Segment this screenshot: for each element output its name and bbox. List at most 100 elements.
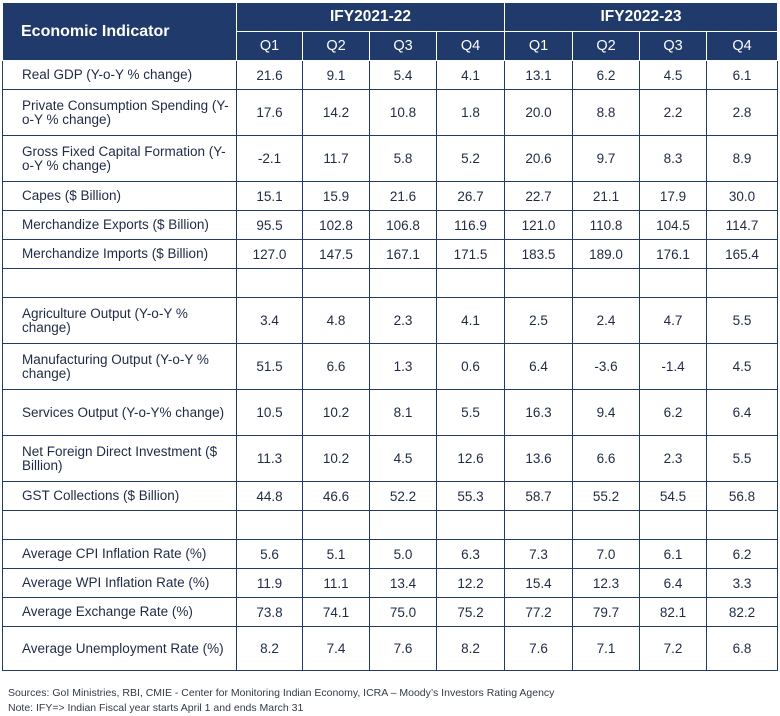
value-cell: 176.1	[639, 239, 707, 269]
quarter-header: Q3	[369, 31, 437, 61]
indicator-label: Net Foreign Direct Investment ($ Billion…	[2, 435, 237, 482]
value-cell: 167.1	[369, 239, 437, 269]
value-cell: 106.8	[369, 210, 437, 240]
value-cell: 11.7	[302, 135, 370, 182]
table-row: Manufacturing Output (Y-o-Y % change) 51.…	[2, 343, 778, 390]
value-cell: 5.8	[369, 135, 437, 182]
value-cell: 22.7	[504, 181, 573, 211]
empty-cell	[436, 510, 505, 540]
value-cell: 5.5	[706, 297, 778, 344]
value-cell: 82.1	[639, 597, 707, 627]
value-cell: 10.2	[302, 389, 370, 436]
value-cell: 121.0	[504, 210, 573, 240]
value-cell: -2.1	[236, 135, 303, 182]
value-cell: 6.2	[706, 539, 778, 569]
footnotes: Sources: GoI Ministries, RBI, CMIE - Cen…	[8, 686, 554, 716]
table-body: Real GDP (Y-o-Y % change) 21.6 9.1 5.4 4.1 13…	[2, 60, 778, 671]
indicator-label: Average Exchange Rate (%)	[2, 597, 237, 627]
indicator-label: Merchandize Exports ($ Billion)	[2, 210, 237, 240]
indicator-label: Services Output (Y-o-Y% change)	[2, 389, 237, 436]
value-cell: 2.5	[504, 297, 573, 344]
value-cell: 11.9	[236, 568, 303, 598]
value-cell: 5.2	[436, 135, 505, 182]
quarter-header: Q4	[706, 31, 778, 61]
indicator-label: Agriculture Output (Y-o-Y % change)	[2, 297, 237, 344]
quarter-header: Q1	[236, 31, 303, 61]
value-cell: 127.0	[236, 239, 303, 269]
value-cell: 6.4	[504, 343, 573, 390]
value-cell: 6.2	[572, 60, 640, 90]
fiscal-year-note: Note: IFY=> Indian Fiscal year starts Ap…	[8, 702, 304, 714]
value-cell: 6.2	[639, 389, 707, 436]
value-cell: 30.0	[706, 181, 778, 211]
value-cell: 7.6	[369, 626, 437, 671]
value-cell: 6.3	[436, 539, 505, 569]
table-row: Private Consumption Spending (Y-o-Y % ch…	[2, 89, 778, 136]
table-row: Merchandize Exports ($ Billion) 95.5 102.8…	[2, 210, 778, 240]
value-cell: 3.4	[236, 297, 303, 344]
value-cell: 6.1	[706, 60, 778, 90]
empty-cell	[436, 268, 505, 298]
value-cell: 8.2	[436, 626, 505, 671]
value-cell: 21.1	[572, 181, 640, 211]
indicator-label: Private Consumption Spending (Y-o-Y % ch…	[2, 89, 237, 136]
value-cell: 165.4	[706, 239, 778, 269]
value-cell: 5.6	[236, 539, 303, 569]
indicator-label: Capes ($ Billion)	[2, 181, 237, 211]
table-row: Agriculture Output (Y-o-Y % change) 3.4 4.…	[2, 297, 778, 344]
value-cell: 6.6	[302, 343, 370, 390]
empty-cell	[706, 510, 778, 540]
value-cell: 2.2	[639, 89, 707, 136]
table-row: Merchandize Imports ($ Billion) 127.0 147.…	[2, 239, 778, 269]
value-cell: 13.1	[504, 60, 573, 90]
value-cell: 16.3	[504, 389, 573, 436]
value-cell: 4.5	[706, 343, 778, 390]
table-row: Average WPI Inflation Rate (%) 11.9 11.1 13…	[2, 568, 778, 598]
value-cell: 6.4	[639, 568, 707, 598]
value-cell: 189.0	[572, 239, 640, 269]
value-cell: 77.2	[504, 597, 573, 627]
value-cell: 10.2	[302, 435, 370, 482]
value-cell: 7.0	[572, 539, 640, 569]
value-cell: 110.8	[572, 210, 640, 240]
value-cell: 9.4	[572, 389, 640, 436]
value-cell: 2.3	[639, 435, 707, 482]
group-header-ify2021-22: IFY2021-22	[236, 2, 505, 32]
indicator-label: Average WPI Inflation Rate (%)	[2, 568, 237, 598]
value-cell: 54.5	[639, 481, 707, 511]
quarter-header: Q1	[504, 31, 573, 61]
value-cell: -3.6	[572, 343, 640, 390]
table-row: Average CPI Inflation Rate (%) 5.6 5.1 5.0 6…	[2, 539, 778, 569]
value-cell: 8.8	[572, 89, 640, 136]
value-cell: 14.2	[302, 89, 370, 136]
value-cell: 55.3	[436, 481, 505, 511]
value-cell: 5.5	[436, 389, 505, 436]
value-cell: 15.4	[504, 568, 573, 598]
quarter-header: Q4	[436, 31, 505, 61]
empty-cell	[504, 268, 573, 298]
sources-note: Sources: GoI Ministries, RBI, CMIE - Cen…	[8, 687, 555, 699]
indicator-label: Gross Fixed Capital Formation (Y-o-Y % c…	[2, 135, 237, 182]
value-cell: 114.7	[706, 210, 778, 240]
empty-cell	[572, 268, 640, 298]
value-cell: 5.0	[369, 539, 437, 569]
value-cell: 10.5	[236, 389, 303, 436]
value-cell: 20.6	[504, 135, 573, 182]
value-cell: 4.5	[369, 435, 437, 482]
value-cell: 7.6	[504, 626, 573, 671]
table-row: Average Unemployment Rate (%) 8.2 7.4 7.6 8.…	[2, 626, 778, 671]
value-cell: 5.4	[369, 60, 437, 90]
value-cell: 3.3	[706, 568, 778, 598]
value-cell: 2.3	[369, 297, 437, 344]
value-cell: 21.6	[236, 60, 303, 90]
empty-cell	[369, 268, 437, 298]
value-cell: 0.6	[436, 343, 505, 390]
value-cell: 1.3	[369, 343, 437, 390]
value-cell: 6.1	[639, 539, 707, 569]
empty-cell	[302, 510, 370, 540]
value-cell: 12.3	[572, 568, 640, 598]
value-cell: 12.6	[436, 435, 505, 482]
value-cell: 15.9	[302, 181, 370, 211]
empty-cell	[504, 510, 573, 540]
value-cell: 15.1	[236, 181, 303, 211]
